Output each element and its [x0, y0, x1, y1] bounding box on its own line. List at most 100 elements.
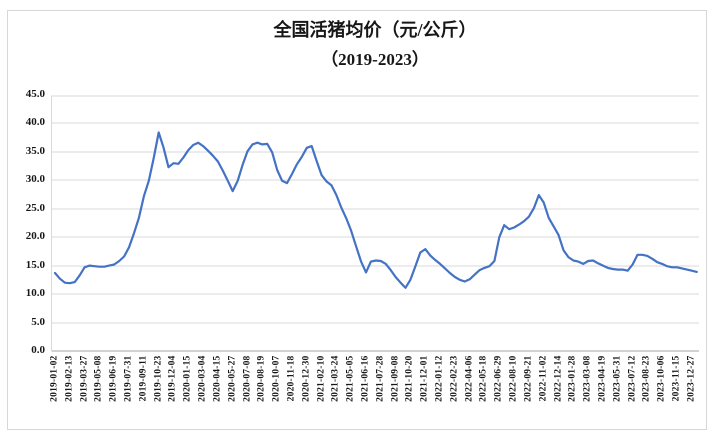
x-axis-tick-label: 2019-09-11: [137, 356, 151, 432]
x-axis-tick-label-text: 2019-05-08: [93, 355, 104, 402]
x-axis-tick-label: 2019-07-31: [122, 356, 136, 432]
x-axis-tick-label-text: 2022-06-29: [493, 355, 504, 402]
x-axis-tick-label: 2020-01-15: [181, 356, 195, 432]
figure-border: [7, 10, 707, 430]
x-axis-tick-label: 2022-06-29: [492, 356, 506, 432]
x-axis-tick-label-text: 2021-12-01: [419, 355, 430, 402]
x-axis-tick-label-text: 2022-02-23: [449, 355, 460, 402]
x-axis-tick-label: 2022-04-06: [463, 356, 477, 432]
x-axis-tick-label-text: 2022-09-21: [523, 355, 534, 402]
x-axis-tick-label-text: 2023-10-06: [656, 355, 667, 402]
x-axis-tick-label: 2023-12-27: [685, 356, 699, 432]
x-axis-tick-label-text: 2020-07-08: [242, 355, 253, 402]
x-axis-tick-label: 2023-11-15: [670, 356, 684, 432]
y-axis-tick-label: 40.0: [25, 116, 45, 129]
x-axis-tick-label: 2020-10-07: [270, 356, 284, 432]
x-axis-tick-label-text: 2021-03-24: [330, 355, 341, 402]
x-axis-tick-label-text: 2020-10-07: [271, 355, 282, 402]
x-axis-tick-label: 2022-08-10: [507, 356, 521, 432]
x-axis-tick-label: 2020-04-15: [211, 356, 225, 432]
x-axis-tick-label: 2022-09-21: [522, 356, 536, 432]
x-axis-tick-label-text: 2023-08-23: [641, 355, 652, 402]
x-axis-tick-label: 2023-10-06: [655, 356, 669, 432]
x-axis-tick-label-text: 2021-10-20: [404, 355, 415, 402]
x-axis-tick-label: 2021-10-20: [403, 356, 417, 432]
x-axis-tick-label: 2021-06-16: [359, 356, 373, 432]
x-axis-tick-label-text: 2019-07-31: [123, 355, 134, 402]
x-axis-tick-label-text: 2020-04-15: [212, 355, 223, 402]
x-axis-tick-label: 2021-03-24: [329, 356, 343, 432]
x-axis-tick-label-text: 2022-08-10: [508, 355, 519, 402]
x-axis-tick-label-text: 2021-06-16: [360, 355, 371, 402]
x-axis-tick-label-text: 2022-12-14: [553, 355, 564, 402]
x-axis-tick-label-text: 2022-05-18: [478, 355, 489, 402]
y-axis-tick-label: 25.0: [25, 201, 45, 214]
x-axis-tick-label-text: 2021-09-08: [390, 355, 401, 402]
x-axis-tick-label-text: 2021-05-05: [345, 355, 356, 402]
x-axis-tick-label: 2021-12-01: [418, 356, 432, 432]
x-axis-tick-label: 2019-12-04: [166, 356, 180, 432]
x-axis-tick-label: 2023-01-28: [566, 356, 580, 432]
x-axis-tick-label: 2020-03-04: [196, 356, 210, 432]
x-axis-tick-label: 2023-05-31: [611, 356, 625, 432]
x-axis-tick-label-text: 2019-09-11: [138, 355, 149, 402]
plot-area: [51, 95, 699, 352]
x-axis-tick-label-text: 2021-07-28: [375, 355, 386, 402]
x-axis-tick-label-text: 2022-11-02: [538, 355, 549, 402]
y-axis-tick-label: 45.0: [25, 88, 45, 100]
x-axis-tick-label: 2023-04-19: [596, 356, 610, 432]
price-line: [53, 131, 698, 289]
chart-title-line1: 全国活猪均价（元/公斤）: [273, 20, 477, 40]
x-axis-tick-label: 2023-08-23: [640, 356, 654, 432]
x-axis-tick-label-text: 2020-03-04: [197, 355, 208, 402]
x-axis-tick-label-text: 2022-01-12: [434, 355, 445, 402]
x-axis-tick-label: 2021-09-08: [389, 356, 403, 432]
x-axis-tick-label: 2019-02-13: [63, 356, 77, 432]
x-axis-tick-label-text: 2020-12-30: [301, 355, 312, 402]
x-axis-tick-label: 2022-02-23: [448, 356, 462, 432]
x-axis-tick-label-text: 2020-11-18: [286, 355, 297, 402]
x-axis-tick-label-text: 2019-02-13: [64, 355, 75, 402]
x-axis-tick-label-text: 2019-10-23: [153, 355, 164, 402]
chart-title-line2: （2019-2023）: [321, 50, 429, 69]
x-axis-tick-label: 2020-05-27: [226, 356, 240, 432]
x-axis-tick-label: 2021-07-28: [374, 356, 388, 432]
x-axis-tick-label: 2021-05-05: [344, 356, 358, 432]
y-axis-tick-label: 15.0: [25, 258, 45, 271]
x-axis-tick-label: 2020-12-30: [300, 356, 314, 432]
x-axis-tick-label: 2023-03-08: [581, 356, 595, 432]
x-axis-tick-label: 2020-07-08: [241, 356, 255, 432]
x-axis-tick-label: 2020-11-18: [285, 356, 299, 432]
x-axis-tick-label: 2022-01-12: [433, 356, 447, 432]
x-axis-tick-label-text: 2019-12-04: [167, 355, 178, 402]
x-axis-tick-label-text: 2023-04-19: [597, 355, 608, 402]
x-axis-tick-label: 2022-05-18: [477, 356, 491, 432]
x-axis-tick-label: 2019-05-08: [92, 356, 106, 432]
y-axis-tick-label: 5.0: [31, 315, 45, 328]
x-axis-tick-label-text: 2022-04-06: [464, 355, 475, 402]
y-axis-tick-label: 35.0: [25, 144, 45, 157]
x-axis-tick-label-text: 2023-12-27: [686, 355, 697, 402]
x-axis-tick-label-text: 2020-08-19: [256, 355, 267, 402]
x-axis-tick-label: 2019-10-23: [152, 356, 166, 432]
x-axis-tick-label-text: 2020-05-27: [227, 355, 238, 402]
x-axis-tick-label-text: 2020-01-15: [182, 355, 193, 402]
x-axis-tick-label-text: 2021-02-10: [316, 355, 327, 402]
y-axis-tick-label: 30.0: [25, 173, 45, 186]
chart-title: 全国活猪均价（元/公斤） （2019-2023）: [51, 15, 699, 74]
x-axis-tick-label: 2023-07-12: [626, 356, 640, 432]
x-axis-tick-label: 2019-06-19: [107, 356, 121, 432]
x-axis-tick-label-text: 2023-01-28: [567, 355, 578, 402]
x-axis-tick-label-text: 2019-06-19: [108, 355, 119, 402]
y-axis-tick-label: 0.0: [31, 344, 45, 356]
x-axis-tick-label-text: 2019-03-27: [79, 355, 90, 402]
x-axis-tick-label-text: 2019-01-02: [49, 355, 60, 402]
y-axis-tick-label: 20.0: [25, 230, 45, 243]
x-axis-tick-label-text: 2023-03-08: [582, 355, 593, 402]
x-axis-tick-label-text: 2023-11-15: [671, 355, 682, 402]
x-axis-tick-label: 2019-03-27: [78, 356, 92, 432]
x-axis-tick-label: 2020-08-19: [255, 356, 269, 432]
x-axis-tick-label: 2021-02-10: [315, 356, 329, 432]
x-axis-tick-label: 2022-11-02: [537, 356, 551, 432]
